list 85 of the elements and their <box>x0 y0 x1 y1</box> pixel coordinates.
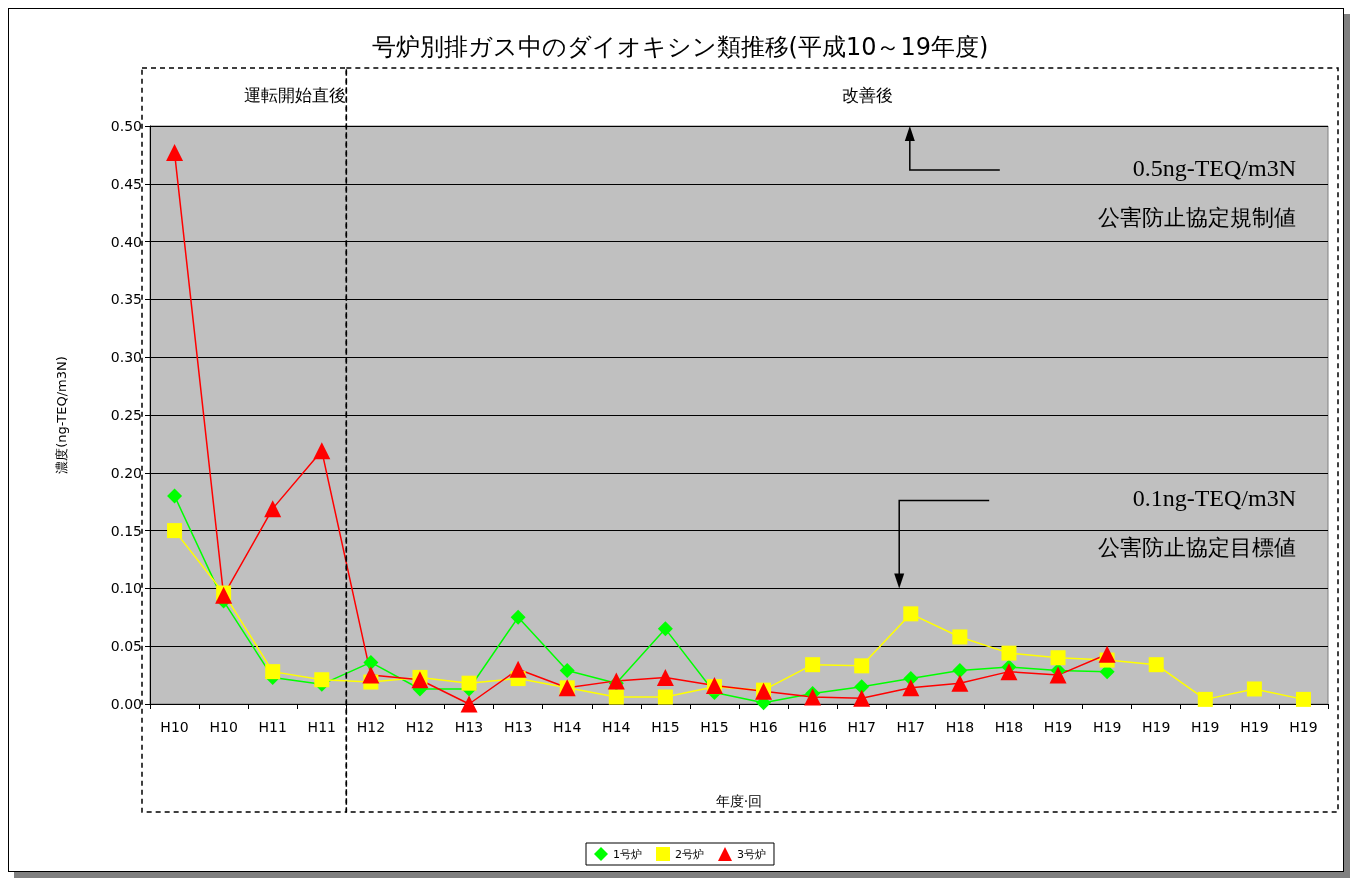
point <box>657 689 673 705</box>
point <box>804 688 822 706</box>
point <box>854 679 870 695</box>
text: 改善後 <box>842 84 894 105</box>
y-tick-label: 0.40 <box>110 233 142 250</box>
y-tick-label: 0.15 <box>110 522 142 539</box>
y-tick-label: 0.00 <box>110 696 142 712</box>
x-tick-label: H15 <box>651 719 680 735</box>
legend-label: 3号炉 <box>737 847 766 861</box>
x-tick-label: H18 <box>994 719 1024 735</box>
x-tick-label: H19 <box>1043 719 1073 735</box>
point <box>902 679 920 697</box>
point <box>314 672 330 688</box>
point <box>952 629 968 645</box>
x-tick-label: H14 <box>553 719 582 735</box>
point <box>362 666 380 684</box>
point <box>411 671 429 689</box>
point <box>166 144 184 162</box>
x-tick-label: H10 <box>209 719 238 735</box>
x-tick-label: H17 <box>847 719 876 735</box>
y-tick-label: 0.30 <box>110 349 142 366</box>
y-tick-label: 0.20 <box>110 464 142 481</box>
point <box>461 675 477 691</box>
point <box>1000 663 1018 681</box>
x-tick-label: H19 <box>1289 719 1318 735</box>
point <box>854 658 870 674</box>
x-tick-label: H13 <box>503 719 533 735</box>
annotation: 公害防止協定目標値 <box>1098 534 1296 560</box>
x-tick-label: H13 <box>454 719 484 735</box>
point <box>264 500 282 518</box>
legend-label: 2号炉 <box>675 847 704 861</box>
x-tick-label: H18 <box>945 719 975 735</box>
x-tick-label: H17 <box>896 719 925 735</box>
point <box>1197 691 1213 707</box>
point <box>509 660 527 678</box>
x-tick-label: H19 <box>1142 719 1171 735</box>
point <box>656 668 674 686</box>
point <box>265 664 281 680</box>
point <box>559 662 575 678</box>
x-tick-label: H19 <box>1092 719 1122 735</box>
point <box>1001 645 1017 661</box>
legend-label: 1号炉 <box>613 847 642 861</box>
x-tick-label: H19 <box>1191 719 1220 735</box>
point <box>1295 691 1311 707</box>
point <box>167 488 183 504</box>
x-axis-title: 年度·回 <box>715 793 763 809</box>
y-axis-title: 濃度(ng-TEQ/m3N) <box>54 356 69 474</box>
point <box>951 674 969 692</box>
y-tick-label: 0.10 <box>110 580 142 597</box>
x-tick-label: H15 <box>700 719 729 735</box>
x-tick-label: H12 <box>405 719 435 735</box>
x-tick-label: H16 <box>798 719 827 735</box>
x-tick-label: H19 <box>1240 719 1269 735</box>
point <box>903 606 919 622</box>
annotation: 0.5ng-TEQ/m3N <box>1132 155 1296 181</box>
point <box>1246 681 1262 697</box>
annotation: 公害防止協定規制値 <box>1098 204 1296 230</box>
point <box>1148 657 1164 673</box>
chart-title: 号炉別排ガス中のダイオキシン類推移(平成10～19年度) <box>371 33 989 61</box>
y-tick-label: 0.50 <box>110 118 142 134</box>
point <box>657 621 673 637</box>
point <box>608 689 624 705</box>
x-tick-label: H10 <box>160 719 189 735</box>
point <box>460 695 478 713</box>
point <box>510 609 526 625</box>
y-tick-label: 0.45 <box>110 175 142 192</box>
x-tick-label: H16 <box>749 719 778 735</box>
text: 運転開始直後 <box>244 84 347 105</box>
y-tick-label: 0.05 <box>110 638 142 655</box>
x-tick-label: H11 <box>307 719 336 735</box>
point <box>167 523 183 539</box>
x-tick-label: H11 <box>258 719 287 735</box>
point <box>363 654 379 670</box>
point <box>805 657 821 673</box>
point <box>1050 650 1066 666</box>
point <box>313 442 331 460</box>
point <box>853 689 871 707</box>
annotation: 0.1ng-TEQ/m3N <box>1132 485 1296 512</box>
point <box>1098 645 1116 663</box>
x-tick-label: H14 <box>602 719 631 735</box>
y-tick-label: 0.25 <box>110 407 142 423</box>
y-tick-label: 0.35 <box>110 291 142 308</box>
point <box>952 662 968 678</box>
x-tick-label: H12 <box>356 719 386 735</box>
point <box>1049 666 1067 684</box>
